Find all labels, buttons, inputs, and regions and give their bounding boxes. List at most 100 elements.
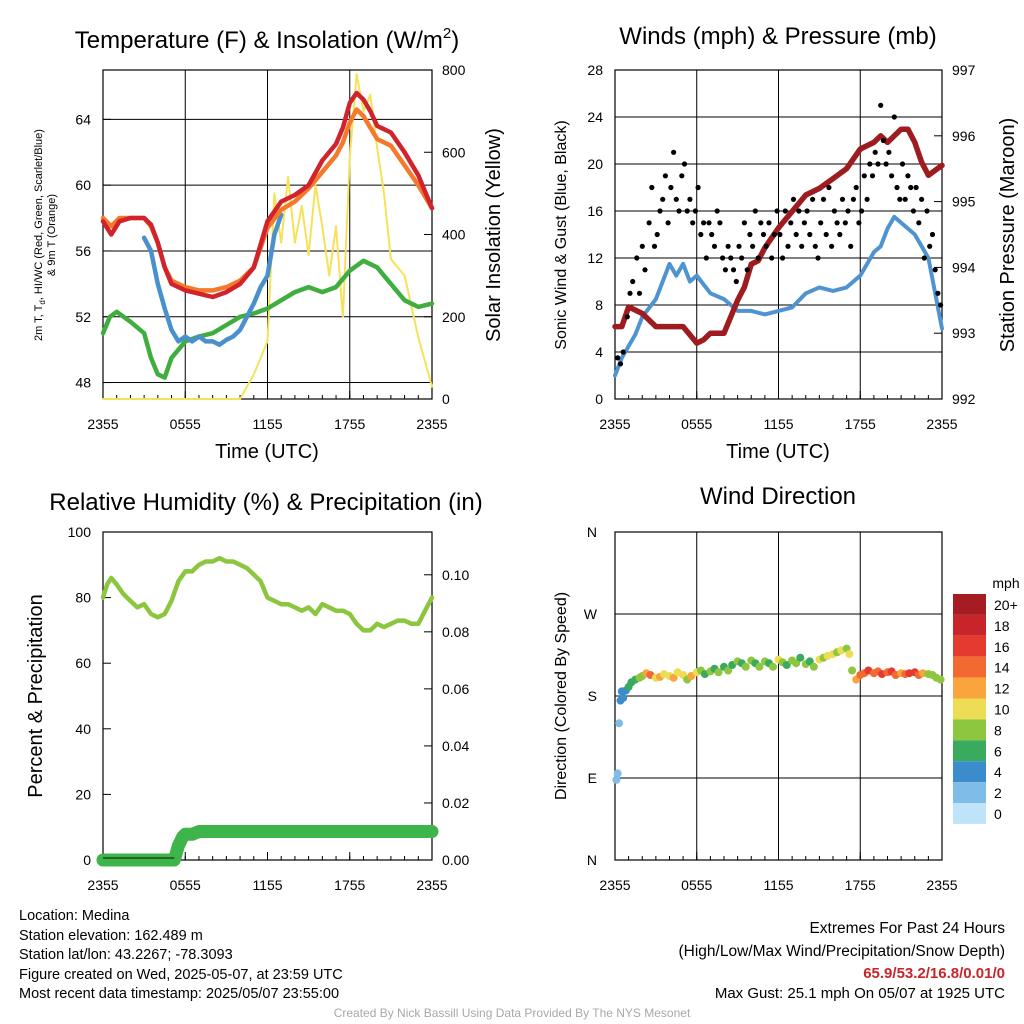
direction-point xyxy=(792,659,801,668)
gust-point xyxy=(837,231,843,238)
gust-point xyxy=(897,196,903,202)
gust-point xyxy=(681,161,688,167)
direction-title: Wind Direction xyxy=(700,483,856,510)
winds-ytick-label: 8 xyxy=(595,297,603,313)
humidity-ytick-label: 80 xyxy=(75,590,91,606)
temperature-xtick-label: 0555 xyxy=(170,416,201,432)
gust-point xyxy=(744,267,750,273)
gust-point xyxy=(668,184,674,191)
gust-point xyxy=(766,220,772,226)
temperature-ytick-label-right: 0 xyxy=(442,391,450,407)
gust-point xyxy=(869,173,876,179)
winds-ytick-label-right: 996 xyxy=(952,128,976,144)
direction-point xyxy=(741,662,750,671)
temperature-ytick-label: 52 xyxy=(75,309,91,325)
direction-xtick-label: 2355 xyxy=(599,877,630,893)
gust-point xyxy=(627,290,633,296)
humidity-xtick-label: 1755 xyxy=(334,877,365,893)
gust-point xyxy=(899,161,906,167)
gust-point xyxy=(859,208,865,214)
gust-point xyxy=(679,173,685,179)
colorbar-label: 12 xyxy=(994,681,1010,697)
gust-point xyxy=(703,255,709,261)
gust-point xyxy=(722,267,729,273)
gust-point xyxy=(771,231,778,238)
gust-point xyxy=(905,173,911,179)
gust-point xyxy=(649,184,655,191)
gust-point xyxy=(812,243,818,249)
temperature-ytick-label-right: 800 xyxy=(442,62,466,78)
gust-point xyxy=(763,243,769,249)
gust-point xyxy=(801,220,808,226)
gust-point xyxy=(875,161,881,167)
gust-point xyxy=(886,149,892,155)
gust-point xyxy=(913,184,919,191)
colorbar-label: 20+ xyxy=(994,597,1018,613)
temperature-plot: 48 52 56 60 64 0 200 400 600 800 2355 0555 1155 1755 2… xyxy=(75,62,465,432)
extremes-values: 65.9/53.2/16.8/0.01/0 xyxy=(863,965,1005,982)
temperature-ytick-label: 64 xyxy=(75,111,91,127)
gust-point xyxy=(829,243,835,249)
colorbar-swatch xyxy=(953,656,986,678)
humidity-xtick-label: 2355 xyxy=(87,877,118,893)
humidity-ytick-label: 40 xyxy=(75,721,91,737)
winds-ytick-label-right: 992 xyxy=(952,391,976,407)
gust-point xyxy=(891,114,897,120)
gust-point xyxy=(845,208,851,214)
colorbar-swatch xyxy=(953,719,986,741)
gust-point xyxy=(736,243,742,249)
gust-point xyxy=(780,255,786,261)
winds-panel: Winds (mph) & Pressure (mb) Sonic Wind &… xyxy=(553,23,1019,463)
winds-series-pressure-maroon xyxy=(612,126,945,346)
gust-point xyxy=(856,220,862,226)
extremes-box: Extremes For Past 24 Hours (High/Low/Max… xyxy=(679,918,1006,1003)
gust-point xyxy=(853,184,859,191)
direction-ytick-label: E xyxy=(588,770,597,786)
winds-series-wind-blue xyxy=(613,214,944,378)
direction-point xyxy=(796,653,805,662)
direction-point xyxy=(845,650,854,659)
colorbar-swatch xyxy=(953,698,986,720)
gust-point xyxy=(799,243,805,249)
direction-xtick-label: 1155 xyxy=(763,877,793,893)
gust-point xyxy=(733,278,739,285)
direction-point xyxy=(769,662,777,671)
winds-xlabel: Time (UTC) xyxy=(726,441,830,463)
gust-point xyxy=(630,278,636,285)
winds-xtick-label: 1155 xyxy=(763,416,793,432)
direction-xtick-label: 1755 xyxy=(845,877,876,893)
gust-point xyxy=(617,361,624,367)
winds-ytick-label: 20 xyxy=(587,156,603,172)
gust-point xyxy=(769,255,775,261)
gust-point xyxy=(831,208,838,214)
winds-ytick-label: 28 xyxy=(587,62,603,78)
colorbar-swatch xyxy=(953,740,986,762)
gust-point xyxy=(804,208,810,214)
humidity-plot: 0 20 40 60 80 100 0.00 0.02 0.04 0.06 0.08 0.10 2355… xyxy=(68,524,470,893)
gust-point xyxy=(929,231,936,238)
extremes-subtitle: (High/Low/Max Wind/Precipitation/Snow De… xyxy=(678,943,1006,960)
gust-point xyxy=(867,161,873,167)
winds-ytick-label: 4 xyxy=(595,344,603,360)
gust-point xyxy=(676,208,682,214)
temperature-title: Temperature (F) & Insolation (W/m2) xyxy=(75,25,459,54)
gust-point xyxy=(711,243,718,249)
humidity-ytick-label-right: 0.10 xyxy=(442,567,469,583)
winds-ytick-label: 24 xyxy=(587,109,603,125)
humidity-xtick-label: 0555 xyxy=(170,877,201,893)
humidity-ytick-label-right: 0.04 xyxy=(442,738,469,754)
gust-point xyxy=(916,220,922,226)
gust-point xyxy=(615,355,621,361)
colorbar-swatch xyxy=(953,614,986,636)
gust-point xyxy=(788,220,794,226)
gust-point xyxy=(834,220,840,226)
temperature-ytick-label-right: 200 xyxy=(442,309,466,325)
gust-point xyxy=(758,220,764,226)
humidity-ytick-label-right: 0.02 xyxy=(442,795,469,811)
temperature-ytick-label: 60 xyxy=(75,177,91,193)
gust-point xyxy=(848,243,854,249)
direction-point xyxy=(714,668,723,677)
winds-ytick-label: 0 xyxy=(595,391,603,407)
gust-point xyxy=(634,255,640,261)
